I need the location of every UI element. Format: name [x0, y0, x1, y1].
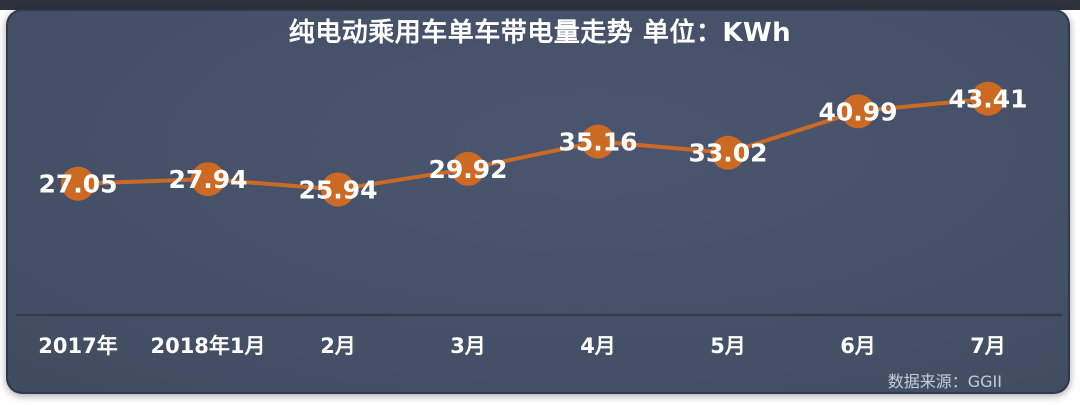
data-source-note: 数据来源：GGII — [887, 372, 1002, 391]
chart-title: 纯电动乘用车单车带电量走势 单位：KWh — [288, 18, 792, 48]
chart-card — [6, 9, 1070, 394]
top-dark-strip — [0, 0, 1080, 10]
